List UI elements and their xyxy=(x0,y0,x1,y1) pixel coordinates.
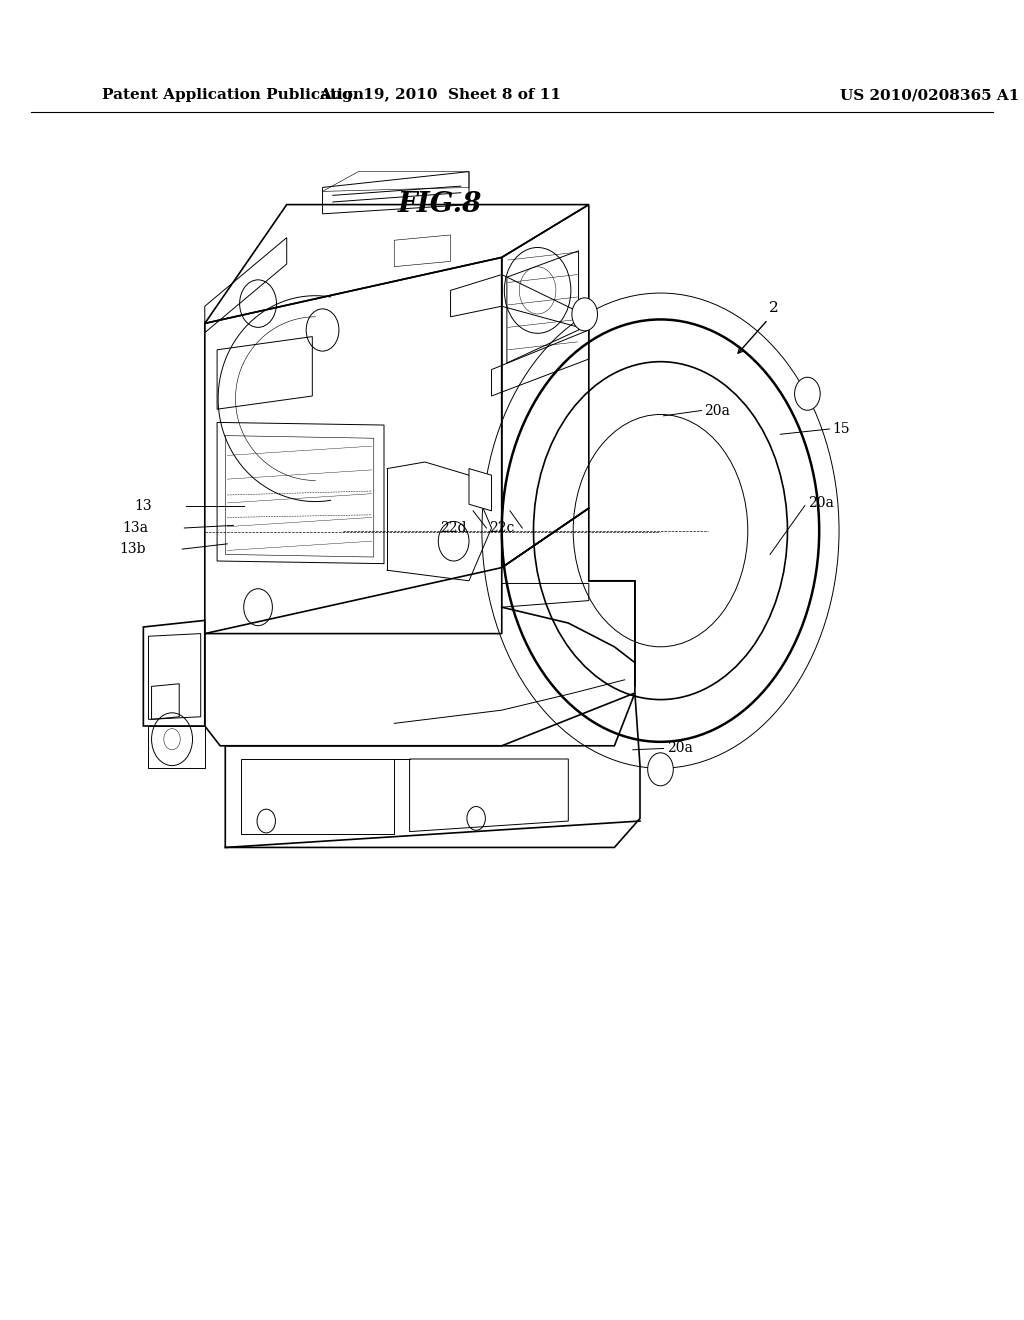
Text: 13a: 13a xyxy=(123,521,148,535)
Text: 13b: 13b xyxy=(119,543,145,556)
Text: Aug. 19, 2010  Sheet 8 of 11: Aug. 19, 2010 Sheet 8 of 11 xyxy=(319,88,561,102)
Text: 22d: 22d xyxy=(440,521,467,535)
Text: 15: 15 xyxy=(833,422,850,436)
Ellipse shape xyxy=(648,752,674,785)
Text: 2: 2 xyxy=(769,301,779,314)
Ellipse shape xyxy=(571,298,597,331)
Text: 13: 13 xyxy=(134,499,152,512)
Polygon shape xyxy=(469,469,492,511)
Text: 20a: 20a xyxy=(808,496,834,510)
Text: 20a: 20a xyxy=(667,742,692,755)
Text: 20a: 20a xyxy=(705,404,730,417)
Text: US 2010/0208365 A1: US 2010/0208365 A1 xyxy=(840,88,1019,102)
Ellipse shape xyxy=(795,378,820,411)
Text: 22c: 22c xyxy=(489,521,515,535)
Text: Patent Application Publication: Patent Application Publication xyxy=(102,88,365,102)
Text: FIG.8: FIG.8 xyxy=(398,191,482,218)
